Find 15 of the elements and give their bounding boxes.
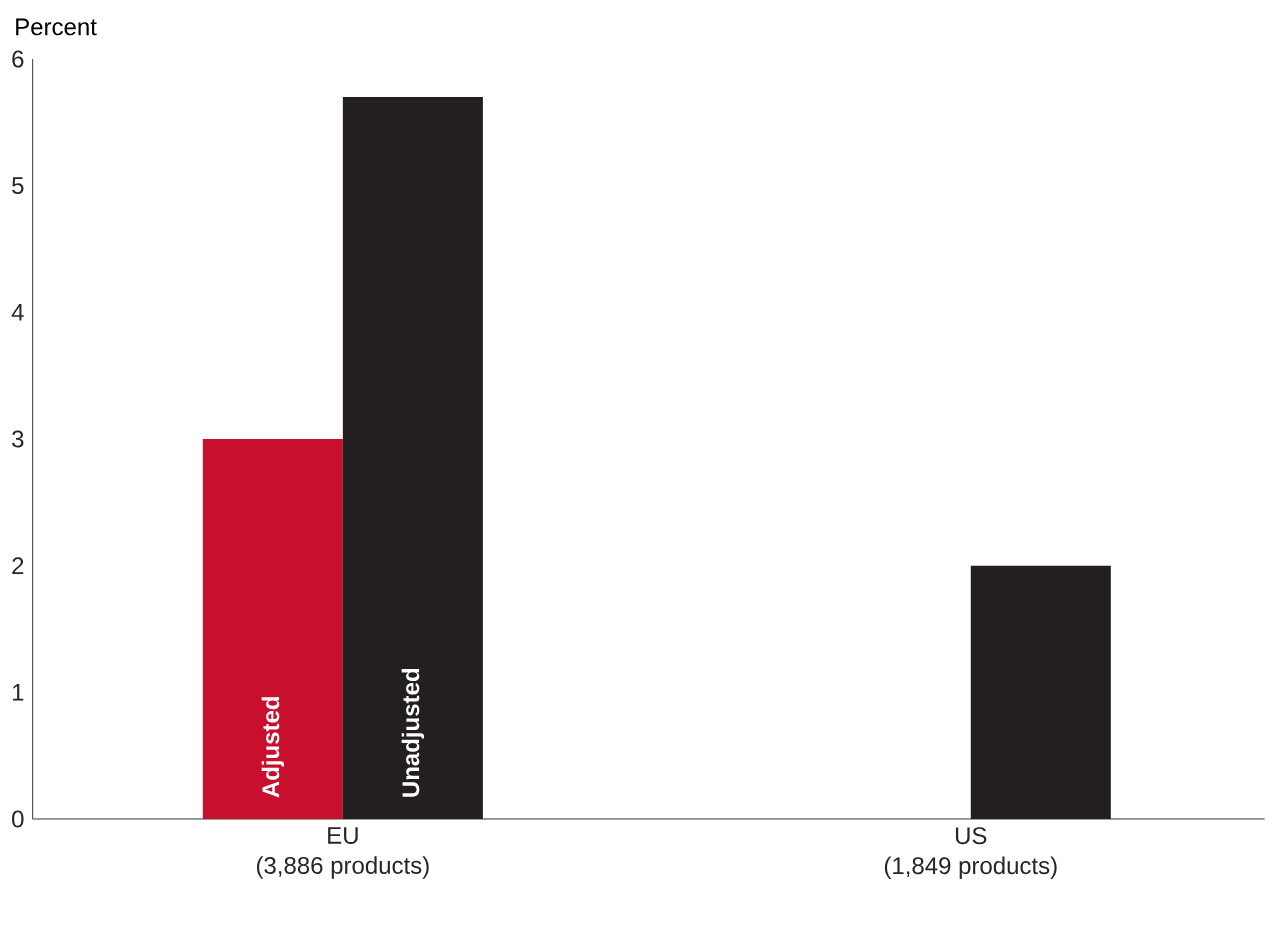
series-label: Adjusted (261, 697, 285, 798)
y-tick-label: 2 (12, 557, 24, 575)
y-tick-label: 5 (12, 177, 24, 195)
y-tick-label: 4 (11, 304, 24, 321)
y-tick-label: 1 (12, 684, 24, 701)
bar (202, 438, 343, 819)
y-axis-title: Percent (16, 18, 97, 36)
y-tick-label: 6 (12, 50, 24, 68)
x-tick-label: US (1,849 products) (884, 827, 1057, 879)
y-tick-label: 3 (12, 430, 24, 448)
x-tick-label: EU (3,886 products) (256, 827, 429, 879)
bar (342, 96, 483, 819)
series-label: Unadjusted (401, 669, 425, 797)
y-tick-label: 0 (12, 810, 24, 828)
bar (970, 565, 1111, 819)
